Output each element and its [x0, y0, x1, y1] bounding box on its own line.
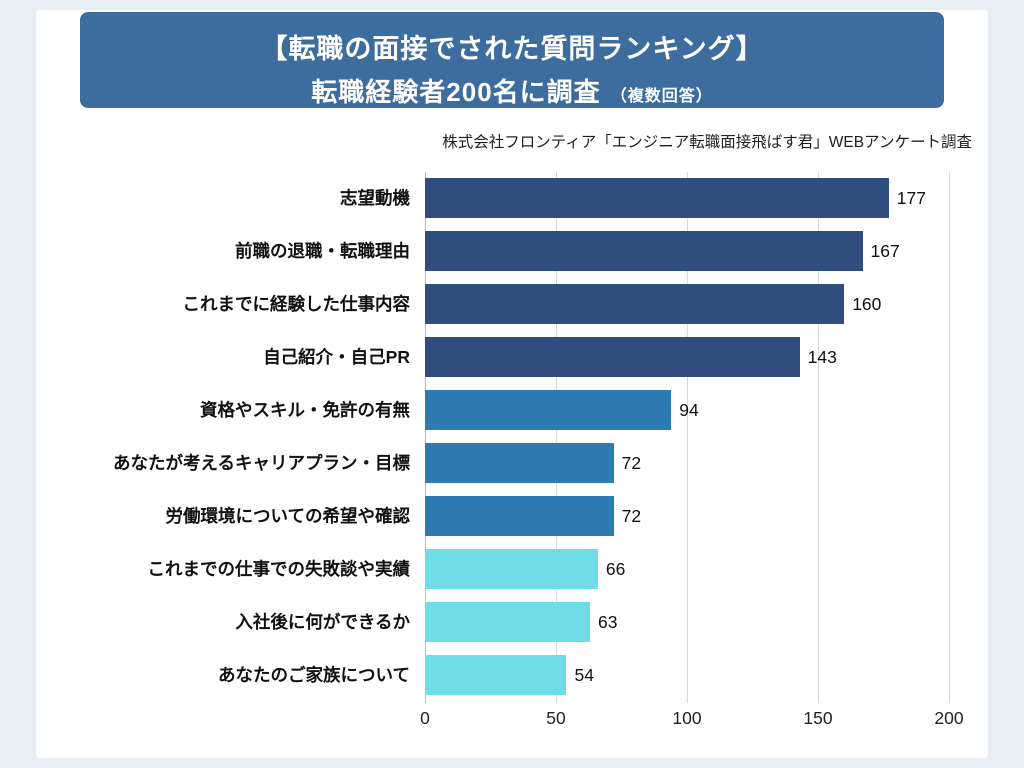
category-label: あなたが考えるキャリアプラン・目標: [113, 453, 410, 473]
gridline: [687, 172, 688, 703]
chart-card: 【転職の面接でされた質問ランキング】 転職経験者200名に調査 （複数回答） 株式…: [36, 10, 988, 758]
bar: [425, 337, 800, 377]
chart-title-line2-main: 転職経験者200名に調査: [311, 77, 601, 107]
gridline: [949, 172, 950, 703]
chart-title-note: （複数回答）: [610, 88, 713, 105]
bar: [425, 602, 591, 642]
bar-row: 143: [425, 337, 949, 377]
category-label: 入社後に何ができるか: [235, 612, 410, 632]
bar-row: 72: [425, 496, 949, 536]
bar: [425, 231, 863, 271]
category-label: 労働環境についての希望や確認: [165, 506, 410, 526]
x-tick-label: 0: [420, 708, 430, 728]
x-tick-label: 100: [672, 708, 702, 728]
bar-row: 160: [425, 284, 949, 324]
bar-row: 72: [425, 443, 949, 483]
bar-row: 66: [425, 549, 949, 589]
category-label: 志望動機: [340, 188, 410, 208]
plot-area: 177 167 160 143 94 72 72 66 63 54: [425, 172, 950, 703]
value-label: 63: [598, 612, 618, 632]
x-axis-ticks: 0 50 100 150 200: [420, 708, 963, 734]
gridline: [556, 172, 557, 703]
bar-row: 167: [425, 231, 949, 271]
category-label: あなたのご家族について: [218, 665, 410, 685]
bar: [425, 284, 845, 324]
axis-line: [425, 172, 426, 703]
value-label: 94: [679, 400, 699, 420]
bar-row: 63: [425, 602, 949, 642]
bar: [425, 655, 567, 695]
chart-title-line2: 転職経験者200名に調査 （複数回答）: [80, 72, 944, 109]
value-label: 167: [870, 241, 900, 261]
x-tick-label: 50: [546, 708, 566, 728]
value-label: 54: [574, 665, 594, 685]
bar: [425, 549, 598, 589]
bar-row: 94: [425, 390, 949, 430]
title-banner: 【転職の面接でされた質問ランキング】 転職経験者200名に調査 （複数回答）: [80, 12, 944, 108]
gridline: [818, 172, 819, 703]
value-label: 72: [621, 453, 642, 473]
bar: [425, 390, 672, 430]
category-label: 自己紹介・自己PR: [263, 347, 410, 367]
category-label: 資格やスキル・免許の有無: [200, 400, 410, 420]
value-label: 66: [605, 559, 626, 579]
category-label: 前職の退職・転職理由: [235, 241, 410, 261]
value-label: 177: [896, 188, 926, 208]
value-label: 143: [807, 347, 837, 367]
bar-row: 177: [425, 178, 949, 218]
x-tick-label: 150: [803, 708, 833, 728]
category-label: これまでに経験した仕事内容: [182, 294, 411, 314]
bar-row: 54: [425, 655, 949, 695]
bar: [425, 443, 614, 483]
bar: [425, 178, 889, 218]
x-tick-label: 200: [934, 708, 964, 728]
value-label: 72: [621, 506, 642, 526]
value-label: 160: [852, 294, 882, 314]
category-label: これまでの仕事での失敗談や実績: [147, 559, 411, 579]
chart-title-line1: 【転職の面接でされた質問ランキング】: [260, 34, 764, 64]
bar: [425, 496, 614, 536]
source-caption: 株式会社フロンティア「エンジニア転職面接飛ばす君」WEBアンケート調査: [442, 134, 972, 151]
